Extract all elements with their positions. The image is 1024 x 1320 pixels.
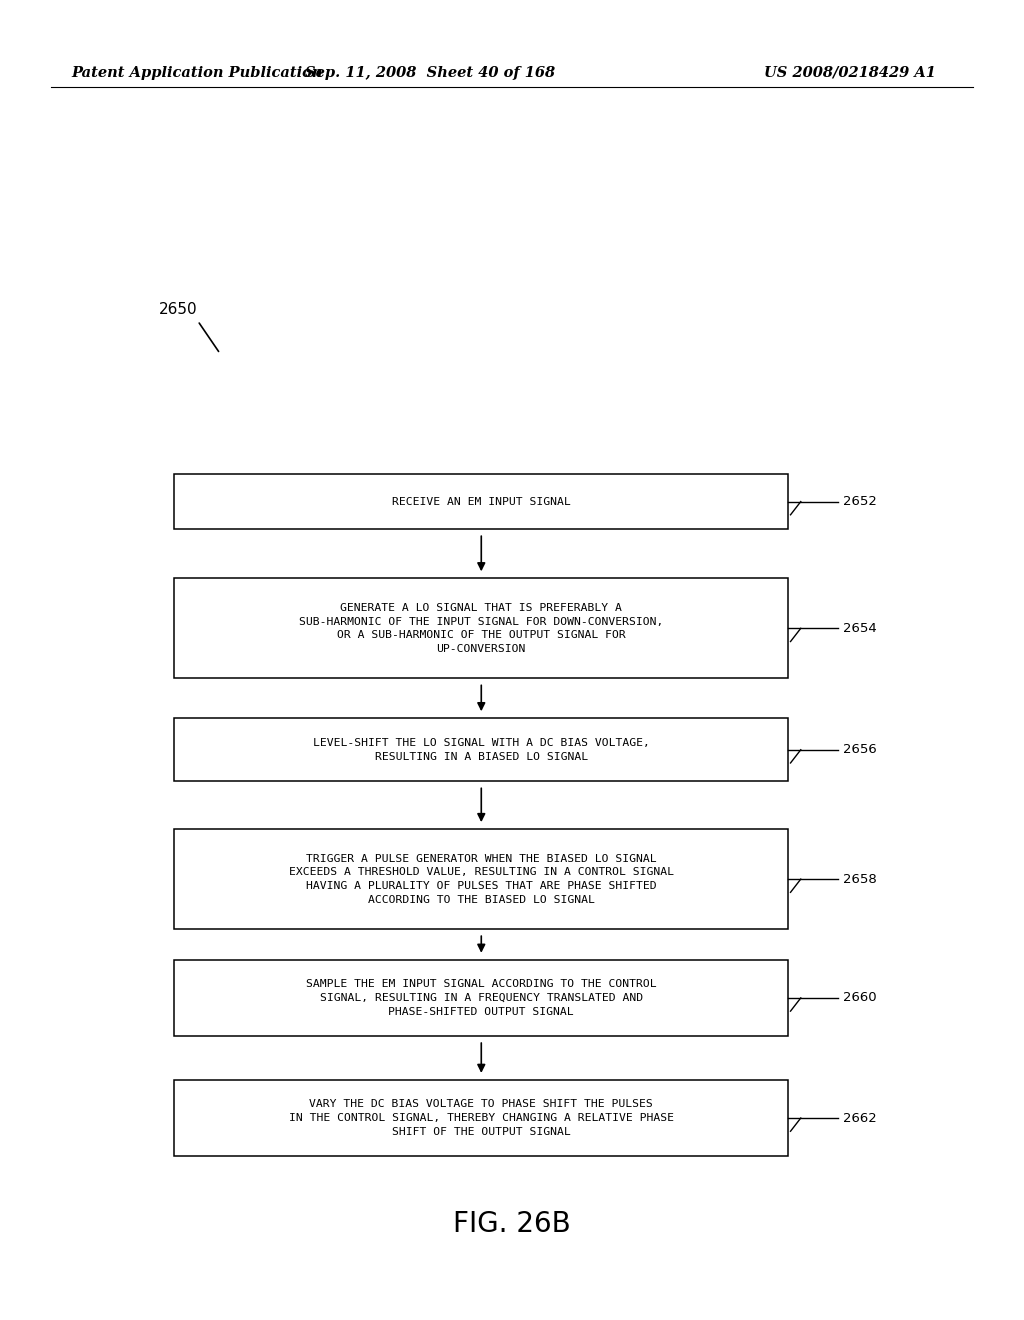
Bar <box>174 960 788 1036</box>
Text: VARY THE DC BIAS VOLTAGE TO PHASE SHIFT THE PULSES
IN THE CONTROL SIGNAL, THEREB: VARY THE DC BIAS VOLTAGE TO PHASE SHIFT … <box>289 1100 674 1137</box>
Text: TRIGGER A PULSE GENERATOR WHEN THE BIASED LO SIGNAL
EXCEEDS A THRESHOLD VALUE, R: TRIGGER A PULSE GENERATOR WHEN THE BIASE… <box>289 854 674 904</box>
Text: FIG. 26B: FIG. 26B <box>454 1209 570 1238</box>
Text: 2662: 2662 <box>843 1111 877 1125</box>
Text: 2660: 2660 <box>843 991 877 1005</box>
Text: Sep. 11, 2008  Sheet 40 of 168: Sep. 11, 2008 Sheet 40 of 168 <box>305 66 555 79</box>
Text: SAMPLE THE EM INPUT SIGNAL ACCORDING TO THE CONTROL
SIGNAL, RESULTING IN A FREQU: SAMPLE THE EM INPUT SIGNAL ACCORDING TO … <box>306 979 656 1016</box>
Bar <box>174 829 788 929</box>
Bar <box>174 1080 788 1156</box>
Bar <box>174 578 788 678</box>
Bar <box>174 474 788 529</box>
Text: LEVEL-SHIFT THE LO SIGNAL WITH A DC BIAS VOLTAGE,
RESULTING IN A BIASED LO SIGNA: LEVEL-SHIFT THE LO SIGNAL WITH A DC BIAS… <box>313 738 649 762</box>
Text: 2654: 2654 <box>843 622 877 635</box>
Bar <box>174 718 788 781</box>
Text: 2658: 2658 <box>843 873 877 886</box>
Text: 2656: 2656 <box>843 743 877 756</box>
Text: 2650: 2650 <box>159 302 198 317</box>
Text: RECEIVE AN EM INPUT SIGNAL: RECEIVE AN EM INPUT SIGNAL <box>392 496 570 507</box>
Text: 2652: 2652 <box>843 495 877 508</box>
Text: GENERATE A LO SIGNAL THAT IS PREFERABLY A
SUB-HARMONIC OF THE INPUT SIGNAL FOR D: GENERATE A LO SIGNAL THAT IS PREFERABLY … <box>299 603 664 653</box>
Text: Patent Application Publication: Patent Application Publication <box>72 66 324 79</box>
Text: US 2008/0218429 A1: US 2008/0218429 A1 <box>764 66 936 79</box>
